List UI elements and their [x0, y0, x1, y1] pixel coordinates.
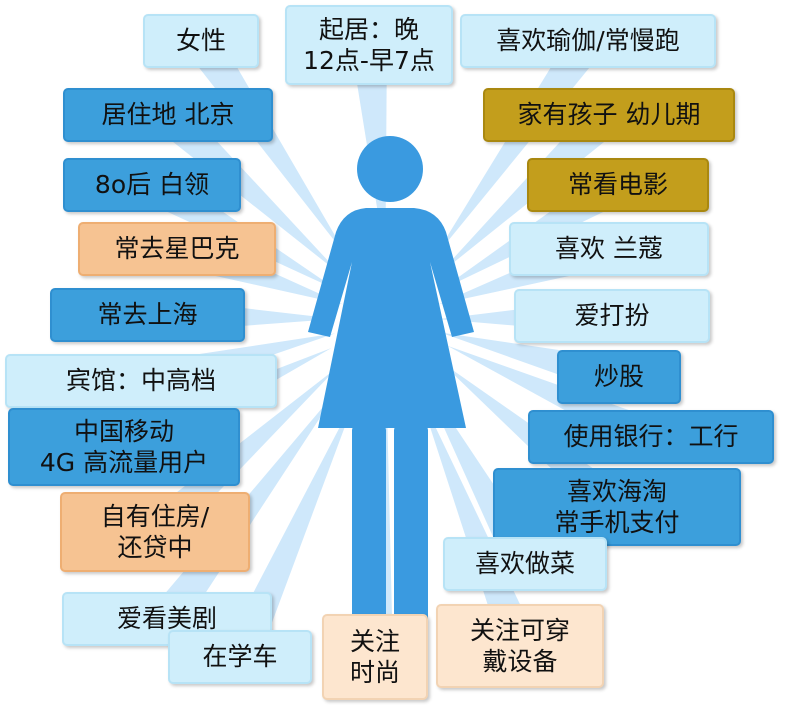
tag-mobile-carrier-line-1: 中国移动 — [73, 416, 174, 446]
tag-kids: 家有孩子 幼儿期 — [483, 88, 735, 142]
connector-ray — [155, 101, 342, 275]
tag-fashion-line-2: 时尚 — [349, 658, 400, 687]
tag-starbucks-text: 常去星巴克 — [114, 234, 240, 263]
tag-online-shopping-line-1: 喜欢海淘 — [566, 476, 667, 506]
figure-head — [357, 136, 423, 202]
tag-online-shopping-line-2: 常手机支付 — [554, 508, 680, 537]
tag-female: 女性 — [143, 14, 259, 68]
figure-body — [308, 208, 474, 428]
tag-hotel-text: 宾馆：中高档 — [65, 366, 216, 395]
tag-shanghai: 常去上海 — [50, 288, 245, 342]
tag-yoga-running: 喜欢瑜伽/常慢跑 — [460, 14, 716, 68]
tag-hotel: 宾馆：中高档 — [5, 354, 277, 408]
tag-lancome: 喜欢 兰蔻 — [509, 222, 709, 276]
tag-dress-up: 爱打扮 — [514, 289, 710, 343]
tag-wearables: 关注可穿 戴设备 — [436, 604, 604, 688]
tag-sleep-schedule-line-1: 起居：晚 — [318, 14, 419, 44]
tag-mobile-carrier-line-2: 4G 高流量用户 — [39, 448, 209, 477]
tag-stocks-text: 炒股 — [593, 362, 644, 391]
tag-online-shopping: 喜欢海淘 常手机支付 — [493, 468, 741, 546]
tag-dress-up-text: 爱打扮 — [574, 301, 650, 330]
tag-shanghai-text: 常去上海 — [97, 300, 198, 329]
tag-wearables-line-2: 戴设备 — [482, 647, 558, 676]
tag-stocks: 炒股 — [557, 350, 681, 404]
tag-us-tv-series-text: 爱看美剧 — [116, 604, 217, 633]
tag-cooking-text: 喜欢做菜 — [474, 549, 575, 578]
tag-residence: 居住地 北京 — [63, 88, 273, 142]
tag-starbucks: 常去星巴克 — [78, 222, 276, 276]
tag-yoga-running-text: 喜欢瑜伽/常慢跑 — [496, 26, 680, 55]
tag-kids-text: 家有孩子 幼儿期 — [517, 100, 701, 129]
tag-fashion: 关注 时尚 — [322, 614, 428, 700]
tag-movies: 常看电影 — [527, 158, 709, 212]
tag-sleep-schedule-line-2: 12点-早7点 — [303, 46, 435, 75]
tag-own-house-line-2: 还贷中 — [117, 533, 193, 562]
connector-ray — [433, 30, 603, 259]
tag-bank: 使用银行：工行 — [528, 410, 774, 464]
tag-lancome-text: 喜欢 兰蔻 — [555, 234, 663, 263]
tag-mobile-carrier: 中国移动 4G 高流量用户 — [8, 408, 240, 486]
tag-cooking: 喜欢做菜 — [443, 537, 607, 591]
tag-own-house: 自有住房/ 还贷中 — [60, 492, 250, 572]
connector-ray — [186, 30, 349, 259]
tag-fashion-line-1: 关注 — [349, 626, 400, 656]
tag-post80-white-collar: 8o后 白领 — [63, 158, 241, 212]
tag-learning-to-drive: 在学车 — [168, 630, 312, 684]
tag-bank-text: 使用银行：工行 — [563, 422, 739, 451]
tag-sleep-schedule: 起居：晚 12点-早7点 — [285, 5, 453, 85]
tag-residence-text: 居住地 北京 — [101, 100, 235, 129]
tag-female-text: 女性 — [175, 26, 226, 55]
tag-movies-text: 常看电影 — [567, 170, 668, 199]
tag-own-house-line-1: 自有住房/ — [100, 501, 210, 531]
tag-learning-to-drive-text: 在学车 — [202, 642, 278, 671]
tag-wearables-line-1: 关注可穿 — [469, 615, 570, 645]
tag-post80-white-collar-text: 8o后 白领 — [94, 170, 210, 199]
